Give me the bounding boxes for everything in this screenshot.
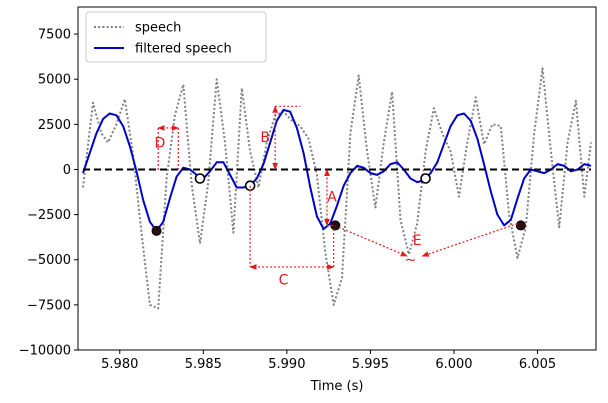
- marker-layer: [151, 173, 526, 236]
- y-tick-label: −7500: [27, 298, 71, 313]
- y-tick-label: −10000: [19, 344, 71, 359]
- series-speech: [82, 67, 592, 310]
- axes-frame: [77, 6, 597, 351]
- series-layer: [82, 67, 592, 310]
- annotation-layer: A B C D E ~: [154, 130, 421, 289]
- arrow-e-left: [338, 226, 408, 257]
- x-tick-label: 5.980: [101, 357, 138, 372]
- annotation-B: B: [260, 130, 270, 146]
- x-tick-label: 6.000: [435, 357, 472, 372]
- x-axis-label: Time (s): [310, 379, 364, 394]
- legend-label: filtered speech: [135, 42, 232, 57]
- annotation-D: D: [154, 135, 165, 151]
- x-tick-label: 5.990: [268, 357, 305, 372]
- plot-frame: [77, 6, 597, 351]
- y-tick-label: −5000: [27, 253, 71, 268]
- y-axis-ticks: −10000 −7500 −5000 −2500 0 2500 5000 7500: [19, 28, 78, 359]
- annotation-A: A: [327, 190, 337, 206]
- x-tick-label: 5.995: [352, 357, 389, 372]
- annotation-tilde: ~: [405, 253, 417, 269]
- x-tick-label: 5.985: [185, 357, 222, 372]
- annotation-E: E: [413, 233, 422, 249]
- series-filtered-speech: [82, 108, 592, 232]
- open-marker: [420, 173, 431, 184]
- open-marker: [194, 173, 206, 184]
- filled-marker: [151, 225, 162, 236]
- arrow-e-right: [421, 223, 518, 257]
- annotation-C: C: [279, 273, 289, 289]
- y-tick-label: 2500: [38, 118, 71, 133]
- legend: speech filtered speech: [85, 11, 267, 63]
- y-tick-label: 0: [63, 163, 71, 178]
- y-tick-label: −2500: [27, 208, 71, 223]
- x-tick-label: 6.005: [519, 357, 556, 372]
- y-tick-label: 5000: [38, 73, 71, 88]
- x-axis-ticks: 5.980 5.985 5.990 5.995 6.000 6.005: [101, 350, 556, 372]
- legend-box: [85, 11, 267, 63]
- legend-label: speech: [135, 21, 181, 36]
- annotation-arrows: [157, 105, 518, 270]
- filled-marker: [515, 220, 526, 231]
- y-tick-label: 7500: [38, 28, 71, 43]
